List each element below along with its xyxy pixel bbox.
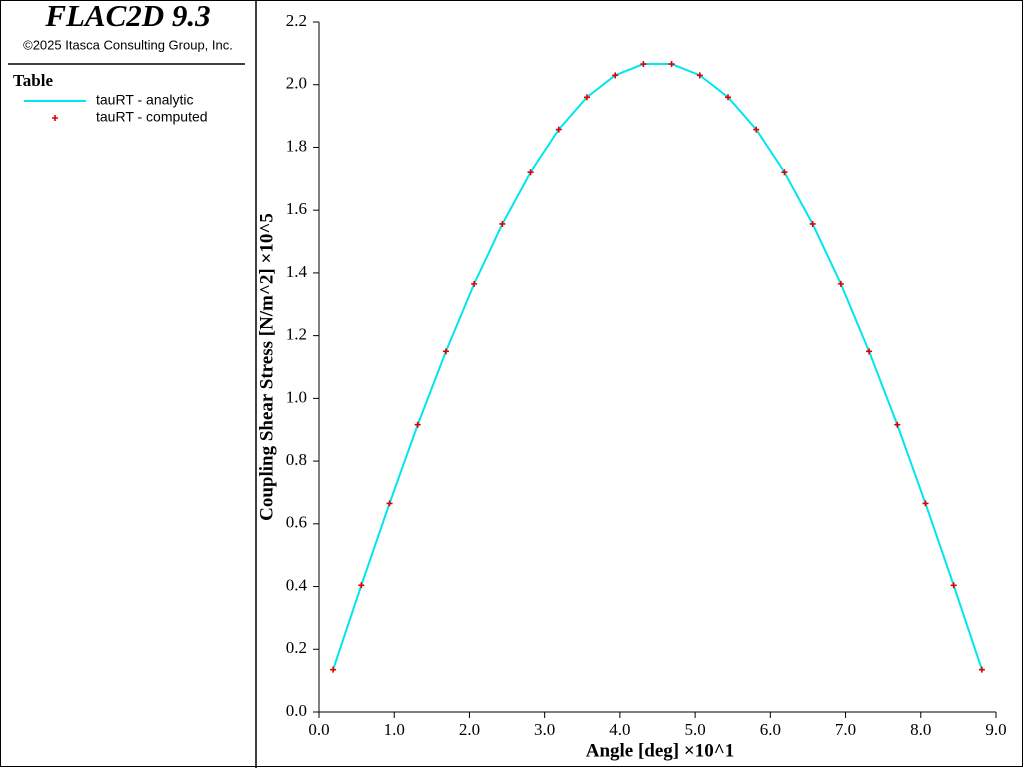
legend-label: tauRT - analytic [96,92,194,108]
y-tick-label: 0.2 [286,638,307,657]
x-tick-label: 2.0 [459,720,480,739]
x-tick-label: 6.0 [760,720,781,739]
data-point [442,348,449,355]
x-tick-label: 4.0 [609,720,630,739]
data-point [753,126,760,133]
x-tick-label: 7.0 [835,720,856,739]
x-tick-label: 9.0 [985,720,1006,739]
data-point [950,582,957,589]
data-point [640,61,647,68]
y-tick-label: 2.2 [286,11,307,30]
data-point [725,94,732,101]
data-point [358,582,365,589]
data-line [332,63,983,670]
y-tick-label: 2.0 [286,74,307,93]
data-point [781,169,788,176]
data-point [499,220,506,227]
legend-label: tauRT - computed [96,109,208,125]
y-tick-label: 0.6 [286,513,307,532]
x-tick-label: 3.0 [534,720,555,739]
data-point [471,280,478,287]
y-tick-label: 0.0 [286,701,307,720]
data-point [612,72,619,79]
data-point [414,421,421,428]
y-tick-label: 0.8 [286,450,307,469]
data-point [386,500,393,507]
data-point [330,666,337,673]
data-point [527,169,534,176]
data-point [809,220,816,227]
data-point [696,72,703,79]
y-tick-label: 1.0 [286,387,307,406]
x-tick-label: 8.0 [910,720,931,739]
data-point [837,280,844,287]
data-point [922,500,929,507]
y-tick-label: 1.6 [286,199,307,218]
y-tick-label: 1.4 [286,262,308,281]
chart-title: FLAC2D 9.3 [44,0,210,33]
data-point [894,421,901,428]
y-tick-label: 1.8 [286,136,307,155]
x-tick-label: 5.0 [684,720,705,739]
y-axis-label: Coupling Shear Stress [N/m^2] ×10^5 [256,213,277,521]
legend-title: Table [13,71,53,90]
x-tick-label: 1.0 [384,720,405,739]
x-tick-label: 0.0 [308,720,329,739]
data-point [978,666,985,673]
data-point [583,94,590,101]
subtitle: ©2025 Itasca Consulting Group, Inc. [23,37,233,52]
legend-swatch [52,115,58,121]
y-tick-label: 1.2 [286,325,307,344]
data-point [555,126,562,133]
data-point [866,348,873,355]
data-point [668,61,675,68]
y-tick-label: 0.4 [286,575,308,594]
x-axis-label: Angle [deg] ×10^1 [586,740,735,761]
